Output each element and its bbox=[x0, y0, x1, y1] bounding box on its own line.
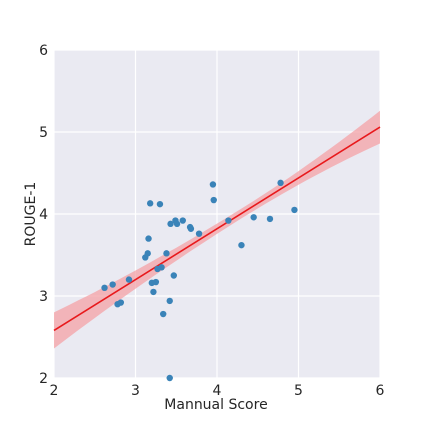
x-tick-label: 4 bbox=[213, 383, 222, 399]
y-tick-label: 4 bbox=[39, 207, 48, 223]
regression-line-layer bbox=[53, 126, 381, 332]
data-point bbox=[158, 264, 165, 271]
data-point bbox=[166, 297, 173, 305]
data-point bbox=[238, 241, 245, 249]
x-tick-label: 5 bbox=[294, 383, 303, 399]
x-axis-label: Mannual Score bbox=[164, 397, 267, 413]
data-point bbox=[146, 200, 154, 207]
data-point bbox=[145, 235, 152, 242]
data-points-layer bbox=[101, 179, 298, 382]
data-point bbox=[209, 181, 217, 188]
data-point bbox=[170, 272, 178, 279]
data-point bbox=[173, 220, 181, 228]
data-point bbox=[187, 225, 195, 232]
data-point bbox=[179, 217, 186, 224]
data-point bbox=[277, 179, 284, 187]
y-tick-label: 3 bbox=[39, 289, 48, 305]
regression-line bbox=[53, 126, 381, 332]
data-point bbox=[101, 284, 108, 291]
data-point bbox=[156, 200, 164, 208]
data-point bbox=[150, 288, 157, 296]
data-point bbox=[291, 206, 298, 214]
data-point bbox=[225, 217, 232, 224]
data-point bbox=[167, 220, 174, 228]
data-point bbox=[195, 230, 203, 237]
data-point bbox=[152, 278, 160, 286]
grid-lines bbox=[53, 49, 381, 379]
x-tick-label: 3 bbox=[131, 383, 140, 399]
x-tick-label: 6 bbox=[376, 383, 385, 399]
data-point bbox=[166, 374, 173, 382]
data-point bbox=[210, 196, 217, 204]
y-tick-label: 6 bbox=[39, 43, 48, 59]
data-point bbox=[144, 250, 151, 257]
x-tick-label: 2 bbox=[50, 383, 59, 399]
data-point bbox=[250, 214, 257, 221]
data-point bbox=[160, 310, 167, 318]
data-point bbox=[163, 250, 170, 257]
x-axis-ticks: 2 3 4 5 6 bbox=[50, 383, 385, 399]
data-point bbox=[125, 276, 133, 283]
data-point bbox=[117, 299, 125, 306]
y-axis-label: ROUGE-1 bbox=[23, 182, 39, 247]
data-point bbox=[109, 281, 116, 288]
data-point bbox=[266, 215, 274, 223]
y-axis-ticks: 2 3 4 5 6 bbox=[39, 43, 48, 387]
y-tick-label: 5 bbox=[39, 125, 48, 141]
y-tick-label: 2 bbox=[39, 371, 48, 387]
